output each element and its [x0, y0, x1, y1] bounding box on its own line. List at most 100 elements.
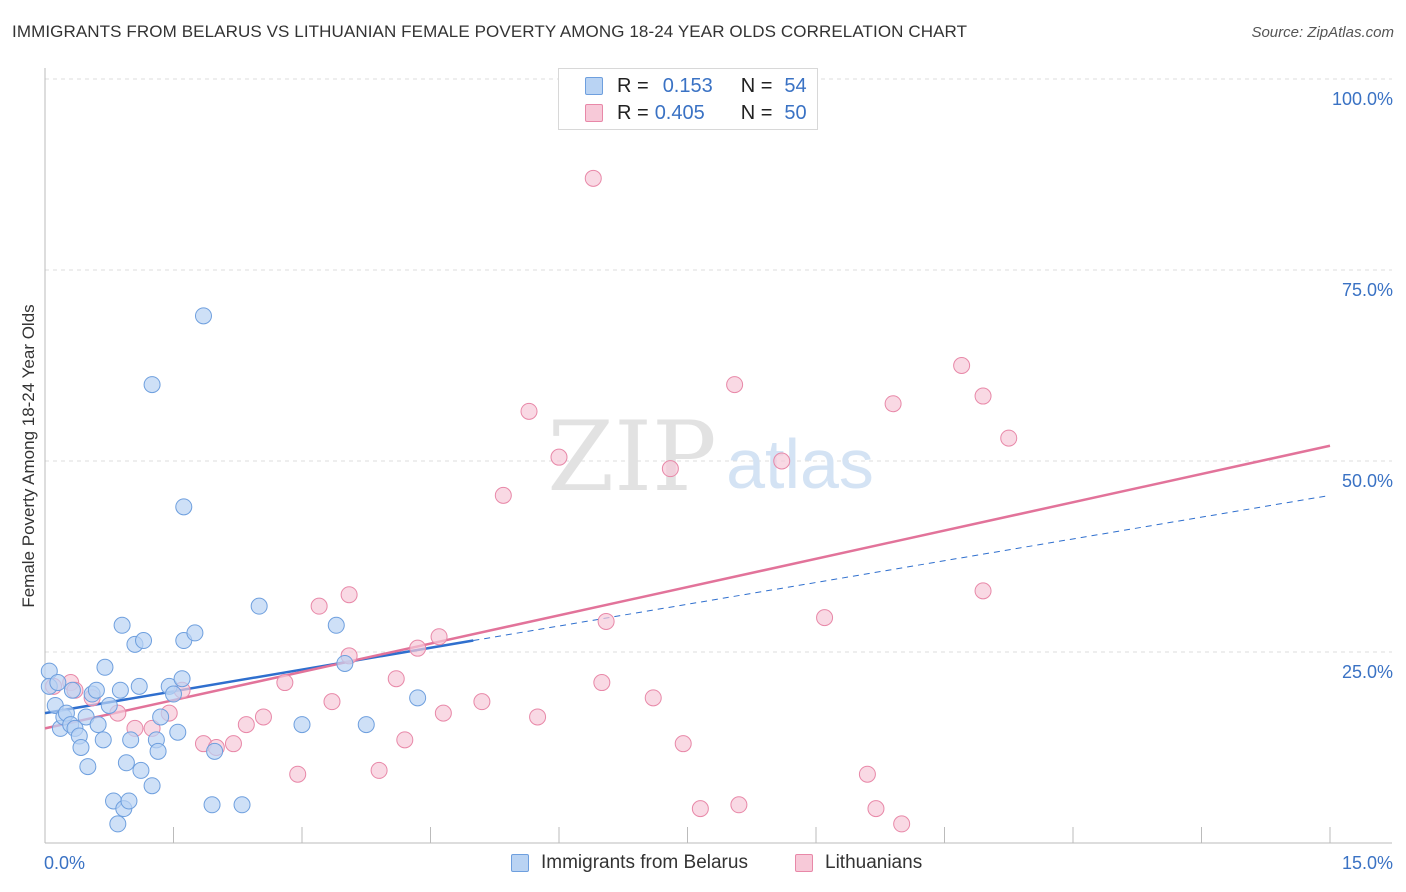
point-lithuanian [409, 639, 427, 657]
point-lithuanian [593, 674, 611, 692]
point-lithuanian [254, 708, 272, 726]
point-belarus [96, 658, 114, 676]
x-tick-label: 15.0% [1342, 853, 1393, 873]
point-belarus [135, 632, 153, 650]
point-lithuanian [730, 796, 748, 814]
legend-n-label: N = [740, 101, 773, 124]
point-lithuanian [473, 693, 491, 711]
point-belarus [165, 685, 182, 703]
point-lithuanian [224, 735, 242, 753]
y-tick-label: 25.0% [1342, 662, 1393, 682]
point-lithuanian [858, 765, 876, 783]
point-lithuanian [340, 586, 358, 604]
series-legend: Immigrants from Belarus Lithuanians [0, 852, 1406, 878]
watermark-atlas: atlas [726, 425, 874, 503]
chart-title: IMMIGRANTS FROM BELARUS VS LITHUANIAN FE… [12, 22, 968, 41]
point-belarus [117, 754, 135, 772]
legend-swatch-blue [585, 77, 603, 95]
point-belarus [203, 796, 221, 814]
point-lithuanian [661, 460, 679, 478]
point-lithuanian [370, 761, 388, 779]
legend-r-value: 0.405 [654, 101, 705, 124]
point-lithuanian [726, 376, 744, 394]
point-lithuanian [434, 704, 452, 722]
legend-r-label: R = [617, 101, 649, 124]
x-tick-label: 0.0% [44, 853, 85, 873]
point-lithuanian [974, 387, 992, 405]
legend-swatch-pink [795, 854, 813, 872]
legend-n-value: 54 [784, 74, 807, 97]
point-lithuanian [974, 582, 992, 600]
point-belarus [327, 616, 345, 634]
axes [44, 68, 1392, 844]
point-lithuanian [597, 612, 615, 630]
point-lithuanian [867, 800, 885, 818]
point-belarus [143, 777, 161, 795]
point-lithuanian [674, 735, 692, 753]
point-belarus [250, 597, 268, 615]
source-label: Source: ZipAtlas.com [1251, 24, 1394, 41]
point-belarus [77, 708, 95, 726]
legend-item-belarus[interactable]: Immigrants from Belarus [511, 852, 748, 874]
point-lithuanian [816, 609, 834, 627]
point-belarus [79, 758, 97, 776]
point-belarus [175, 498, 193, 516]
point-belarus [143, 376, 161, 394]
watermark: ZIP atlas [547, 401, 874, 513]
point-lithuanian [550, 448, 568, 466]
point-lithuanian [884, 395, 902, 413]
watermark-zip: ZIP [547, 401, 716, 513]
point-belarus [89, 716, 107, 734]
point-belarus [111, 681, 129, 699]
point-lithuanian [953, 357, 971, 374]
point-belarus [72, 739, 90, 756]
point-belarus [293, 716, 311, 734]
stats-legend: R = 0.153 N = 54 R = 0.405 N = 50 [558, 68, 818, 130]
legend-swatch-pink [585, 104, 603, 122]
point-lithuanian [1000, 429, 1018, 447]
point-lithuanian [584, 169, 602, 187]
legend-label-lithuanians: Lithuanians [825, 852, 923, 873]
point-lithuanian [310, 597, 328, 615]
legend-item-lithuanians[interactable]: Lithuanians [795, 852, 922, 874]
point-lithuanian [387, 670, 405, 688]
point-lithuanian [276, 674, 294, 692]
trendline-lithuanians [44, 444, 1331, 730]
data-points [40, 169, 1018, 833]
point-belarus [49, 674, 67, 692]
point-lithuanian [893, 815, 911, 833]
point-belarus [357, 716, 375, 734]
point-belarus [173, 670, 191, 688]
point-belarus [87, 681, 105, 699]
y-tick-label: 100.0% [1332, 89, 1393, 109]
y-tick-label: 75.0% [1342, 280, 1393, 300]
point-lithuanian [323, 693, 341, 711]
point-belarus [233, 796, 251, 814]
legend-r-value: 0.153 [662, 74, 713, 97]
point-lithuanian [644, 689, 662, 707]
point-lithuanian [773, 452, 791, 470]
point-belarus [132, 761, 150, 779]
point-belarus [194, 307, 212, 325]
point-belarus [113, 616, 131, 634]
point-lithuanian [396, 731, 414, 749]
legend-n-value: 50 [784, 101, 807, 124]
point-lithuanian [289, 765, 307, 783]
point-belarus [109, 815, 127, 833]
point-belarus [100, 696, 118, 714]
tick-labels: 100.0% 75.0% 50.0% 25.0% 0.0% 15.0% [44, 89, 1393, 873]
y-axis-label: Female Poverty Among 18-24 Year Olds [19, 304, 38, 607]
point-belarus [152, 708, 170, 726]
point-lithuanian [520, 402, 538, 420]
legend-swatch-blue [511, 854, 529, 872]
point-belarus [186, 624, 204, 642]
point-belarus [122, 731, 140, 749]
legend-row-lithuanians: R = 0.405 N = 50 [585, 100, 807, 126]
point-lithuanian [494, 486, 512, 504]
y-tick-label: 50.0% [1342, 471, 1393, 491]
point-lithuanian [430, 628, 448, 646]
point-belarus [336, 654, 354, 672]
point-lithuanian [691, 800, 709, 818]
point-belarus [130, 677, 148, 695]
